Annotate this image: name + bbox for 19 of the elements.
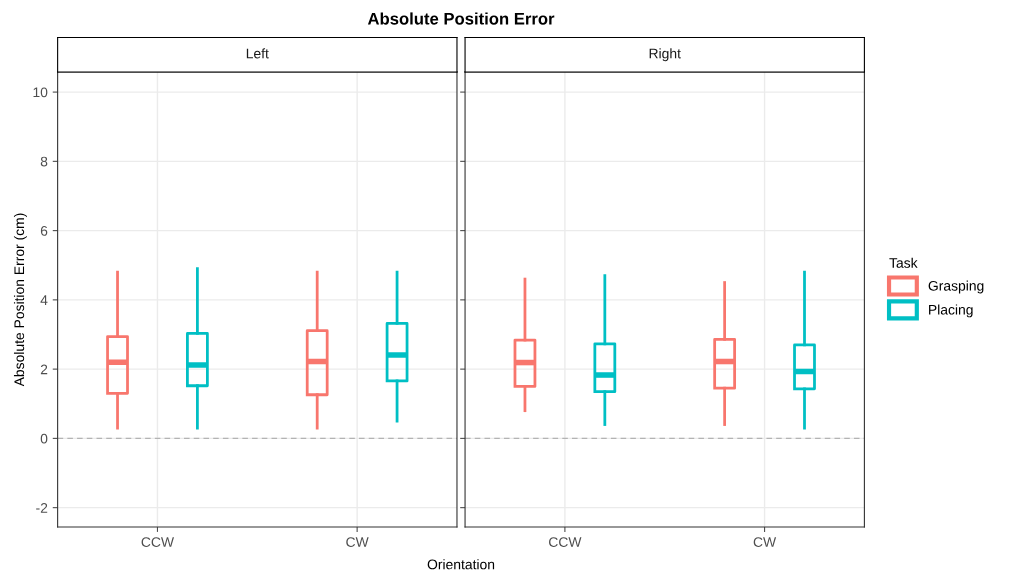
chart-title: Absolute Position Error (367, 12, 555, 25)
x-tick-label: CW (346, 537, 369, 547)
legend-title: Task (889, 257, 918, 268)
y-tick-label: 4 (40, 295, 48, 305)
legend-label: Grasping (928, 280, 984, 294)
y-tick-label: 0 (40, 433, 48, 444)
y-tick-label: 10 (33, 87, 48, 98)
x-tick-label: CW (753, 537, 777, 547)
x-tick-label: CCW (549, 537, 582, 547)
y-axis-title: Absolute Position Error (cm) (13, 213, 27, 387)
y-tick-label: -2 (36, 502, 48, 513)
x-axis-title: Orientation (427, 559, 495, 570)
y-tick-label: 2 (40, 364, 48, 375)
chart-subtitle: Left (246, 48, 269, 59)
y-tick-label: 6 (40, 225, 48, 236)
x-tick-label: CCW (141, 537, 174, 547)
chart-subtitle: Right (649, 48, 681, 62)
y-tick-label: 8 (40, 156, 48, 167)
legend-label: Placing (929, 304, 973, 318)
